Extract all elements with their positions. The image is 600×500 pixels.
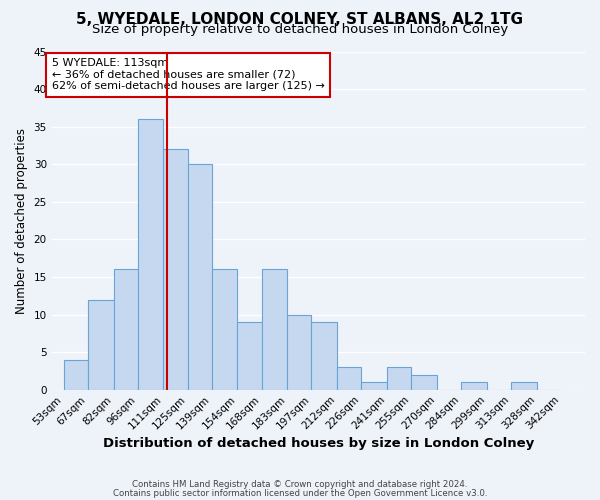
Y-axis label: Number of detached properties: Number of detached properties [15, 128, 28, 314]
Bar [311, 322, 337, 390]
Text: Size of property relative to detached houses in London Colney: Size of property relative to detached ho… [92, 22, 508, 36]
Bar [113, 270, 137, 390]
Bar [262, 270, 287, 390]
Bar [387, 367, 411, 390]
Bar [461, 382, 487, 390]
Bar [361, 382, 387, 390]
Text: Contains HM Land Registry data © Crown copyright and database right 2024.: Contains HM Land Registry data © Crown c… [132, 480, 468, 489]
Bar [287, 314, 311, 390]
Text: Contains public sector information licensed under the Open Government Licence v3: Contains public sector information licen… [113, 488, 487, 498]
Bar [337, 367, 361, 390]
Bar [88, 300, 113, 390]
Bar [188, 164, 212, 390]
Bar [238, 322, 262, 390]
Bar [137, 119, 163, 390]
Bar [64, 360, 88, 390]
Text: 5, WYEDALE, LONDON COLNEY, ST ALBANS, AL2 1TG: 5, WYEDALE, LONDON COLNEY, ST ALBANS, AL… [77, 12, 523, 28]
Bar [212, 270, 238, 390]
Text: 5 WYEDALE: 113sqm
← 36% of detached houses are smaller (72)
62% of semi-detached: 5 WYEDALE: 113sqm ← 36% of detached hous… [52, 58, 325, 92]
Bar [511, 382, 537, 390]
X-axis label: Distribution of detached houses by size in London Colney: Distribution of detached houses by size … [103, 437, 534, 450]
Bar [163, 149, 188, 390]
Bar [411, 374, 437, 390]
